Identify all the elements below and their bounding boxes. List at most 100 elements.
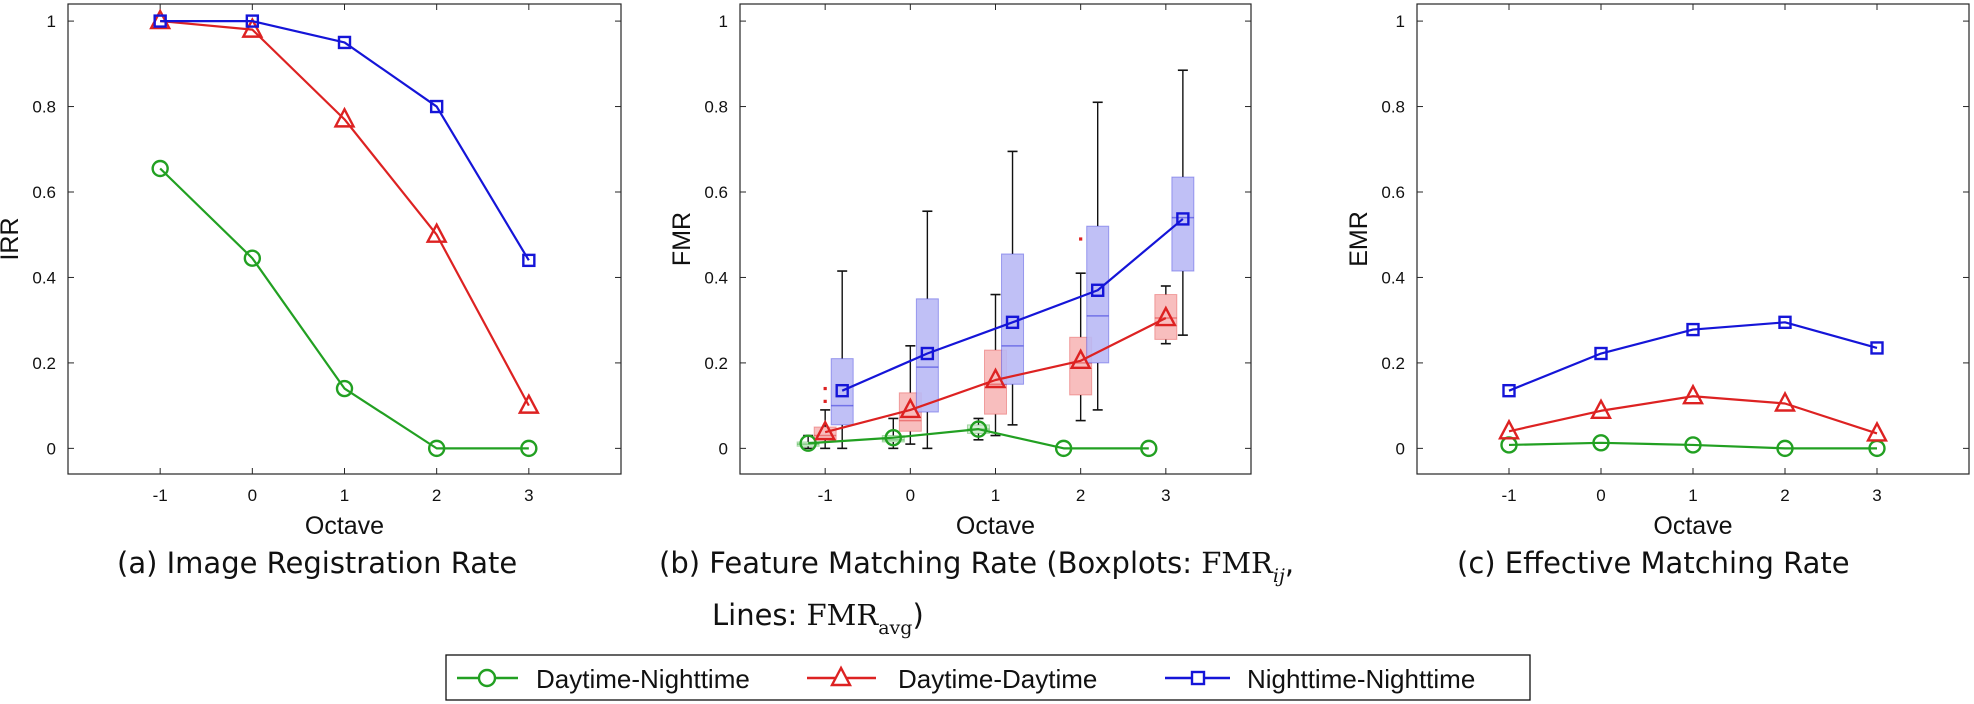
data-point-triangle bbox=[899, 397, 922, 419]
y-tick-label: 0.8 bbox=[32, 98, 56, 117]
data-point-square bbox=[522, 253, 536, 268]
x-tick-label: 0 bbox=[906, 486, 915, 505]
data-point-square bbox=[835, 383, 849, 398]
y-tick-label: 0.4 bbox=[704, 268, 728, 287]
x-tick-label: 2 bbox=[432, 486, 441, 505]
legend-label-daytime-daytime: Daytime-Daytime bbox=[898, 664, 1097, 694]
data-point-triangle bbox=[1866, 420, 1888, 442]
x-tick-label: 2 bbox=[1780, 486, 1789, 505]
data-point-triangle bbox=[333, 106, 356, 128]
legend-entry-daytime-daytime: Daytime-Daytime bbox=[807, 664, 1097, 694]
circle-marker-icon bbox=[477, 668, 497, 688]
data-point-circle bbox=[969, 420, 988, 438]
x-axis-label: Octave bbox=[1653, 512, 1732, 540]
boxplot-nighttime-nighttime bbox=[830, 270, 854, 450]
caption-b-text: (b) Feature Matching Rate (Boxplots: bbox=[659, 546, 1201, 580]
y-tick-label: 0.8 bbox=[704, 98, 728, 117]
outlier-point bbox=[1079, 237, 1083, 241]
caption-b-lines-label: Lines: bbox=[712, 598, 807, 632]
x-tick-label: 3 bbox=[1872, 486, 1881, 505]
series-line bbox=[841, 218, 1184, 392]
series-daytime-daytime bbox=[814, 305, 1177, 441]
data-point-circle bbox=[1776, 439, 1794, 458]
x-tick-label: -1 bbox=[1501, 486, 1516, 505]
data-point-triangle bbox=[1590, 398, 1612, 419]
series-line bbox=[808, 428, 1149, 450]
x-tick-label: 0 bbox=[1596, 486, 1605, 505]
x-tick-label: 2 bbox=[1076, 486, 1085, 505]
data-point-circle bbox=[151, 159, 169, 178]
chart-panel-1: 0 0.2 0.4 0.6 0.8 1 -1 0 1 2 3 Octave IRR bbox=[0, 3, 622, 540]
data-point-triangle bbox=[1498, 418, 1520, 440]
data-point-square bbox=[1870, 341, 1884, 355]
data-point-circle bbox=[427, 439, 446, 458]
series-line bbox=[159, 167, 529, 450]
series-daytime-nighttime bbox=[799, 420, 1158, 458]
box-iqr bbox=[1069, 336, 1093, 396]
data-point-circle bbox=[1592, 434, 1610, 452]
chart-panel-3: 0 0.2 0.4 0.6 0.8 1 -1 0 1 2 3 Octave EMR bbox=[1345, 3, 1970, 540]
y-tick-label: 0.8 bbox=[1381, 98, 1405, 117]
boxplot-nighttime-nighttime bbox=[1001, 150, 1025, 426]
data-point-triangle bbox=[517, 393, 540, 414]
y-axis-label: EMR bbox=[1345, 211, 1373, 267]
series-daytime-nighttime bbox=[151, 159, 538, 458]
data-point-circle bbox=[884, 428, 902, 447]
y-tick-label: 1 bbox=[47, 12, 56, 31]
caption-b-close: ) bbox=[912, 598, 923, 632]
series-nighttime-nighttime bbox=[835, 212, 1190, 398]
data-point-circle bbox=[1140, 439, 1158, 458]
data-point-triangle bbox=[241, 17, 264, 38]
caption-b-line1: (b) Feature Matching Rate (Boxplots: FMR… bbox=[659, 546, 1294, 587]
data-point-square bbox=[1594, 346, 1608, 361]
y-tick-label: 1 bbox=[1396, 12, 1405, 31]
y-tick-label: 0.2 bbox=[704, 354, 728, 373]
series-line bbox=[824, 317, 1167, 434]
data-point-square bbox=[1005, 315, 1020, 330]
series-daytime-daytime bbox=[149, 8, 540, 414]
data-point-square bbox=[1176, 212, 1190, 226]
y-axis-label: FMR bbox=[668, 212, 696, 266]
data-point-square bbox=[920, 346, 935, 361]
legend-label-nighttime-nighttime: Nighttime-Nighttime bbox=[1247, 664, 1475, 694]
x-tick-label: 1 bbox=[1688, 486, 1697, 505]
data-point-triangle bbox=[984, 367, 1007, 389]
box-iqr bbox=[796, 441, 820, 447]
data-point-circle bbox=[799, 434, 817, 452]
data-point-circle bbox=[1684, 436, 1702, 454]
y-tick-label: 0.4 bbox=[1381, 268, 1405, 287]
boxplot-nighttime-nighttime bbox=[915, 210, 939, 450]
caption-b-comma: , bbox=[1285, 546, 1294, 580]
data-point-circle bbox=[335, 379, 354, 398]
series-daytime-daytime bbox=[1498, 383, 1888, 442]
data-point-square bbox=[429, 99, 444, 114]
caption-b-fmr-avg: FMR bbox=[807, 598, 880, 632]
x-axis-label: Octave bbox=[956, 512, 1035, 540]
data-point-square bbox=[153, 14, 167, 28]
outlier-point bbox=[823, 386, 827, 391]
series-line bbox=[160, 19, 530, 407]
plot-frame bbox=[67, 3, 622, 475]
legend: Daytime-Nighttime Daytime-Daytime Nightt… bbox=[445, 654, 1531, 701]
data-point-triangle bbox=[1682, 383, 1704, 405]
x-tick-label: -1 bbox=[818, 486, 833, 505]
data-point-triangle bbox=[1774, 390, 1796, 412]
y-tick-label: 0.6 bbox=[704, 183, 728, 202]
series-line bbox=[1508, 441, 1877, 450]
series-daytime-nighttime bbox=[1500, 434, 1886, 458]
caption-c: (c) Effective Matching Rate bbox=[1457, 546, 1850, 580]
series-nighttime-nighttime bbox=[1502, 315, 1884, 398]
x-tick-label: -1 bbox=[153, 486, 168, 505]
boxplot-daytime-daytime bbox=[1069, 237, 1093, 422]
legend-label-daytime-nighttime: Daytime-Nighttime bbox=[536, 664, 750, 694]
data-point-circle bbox=[243, 249, 262, 267]
caption-a: (a) Image Registration Rate bbox=[117, 546, 517, 580]
data-point-triangle bbox=[1154, 305, 1177, 327]
caption-b-sub-ij: ij bbox=[1273, 565, 1285, 587]
y-tick-label: 0.2 bbox=[1381, 354, 1405, 373]
data-point-square bbox=[1778, 315, 1792, 330]
data-point-square bbox=[1090, 283, 1105, 297]
series-nighttime-nighttime bbox=[153, 14, 536, 268]
